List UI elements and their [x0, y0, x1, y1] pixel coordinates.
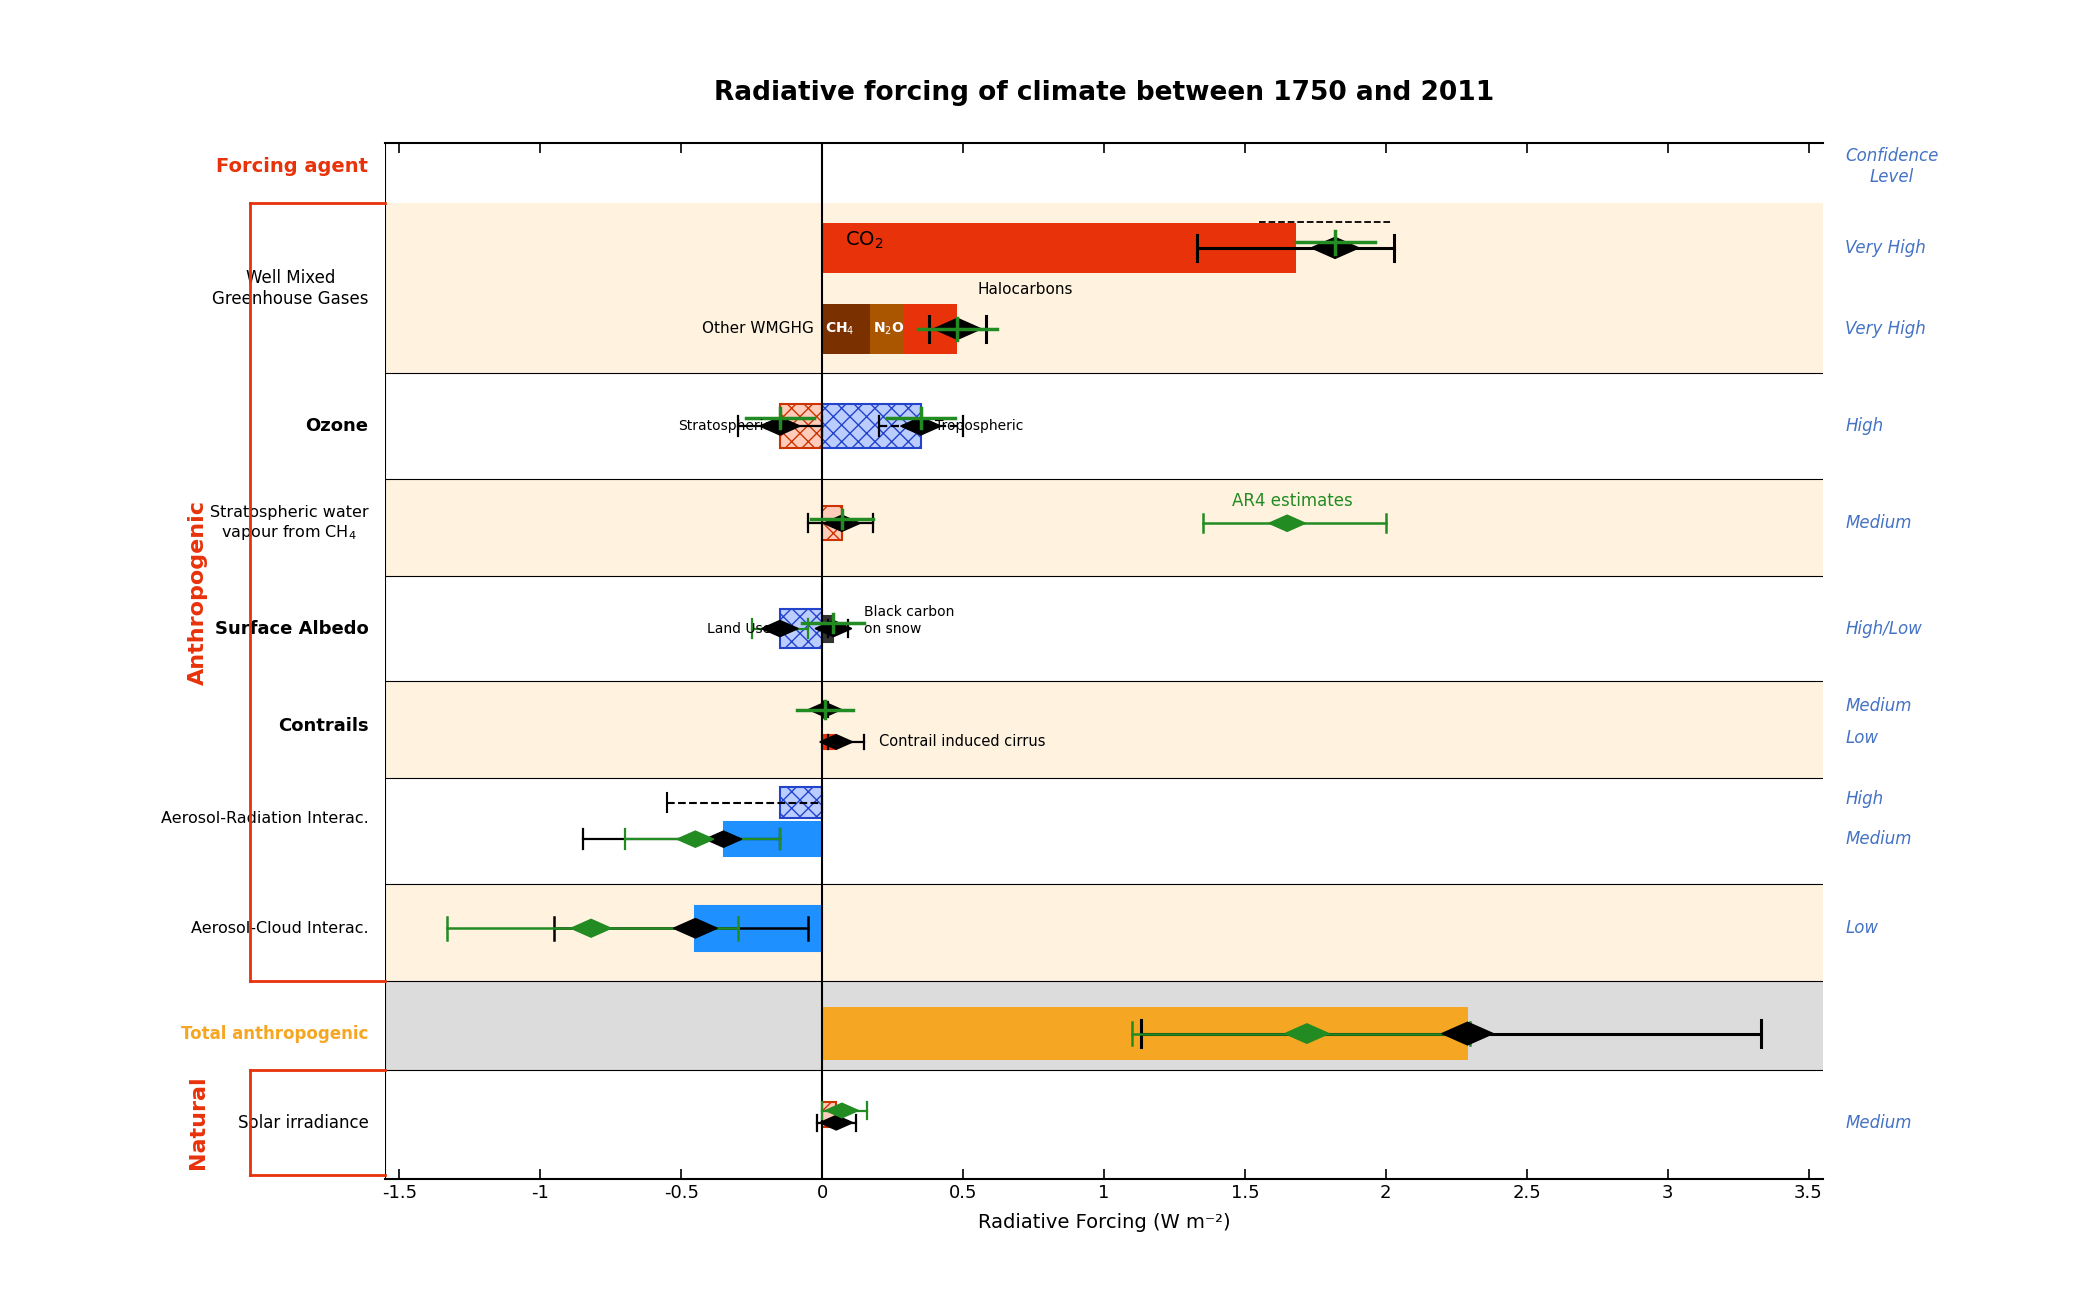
Text: Total anthropogenic: Total anthropogenic [181, 1025, 369, 1042]
Polygon shape [673, 919, 717, 938]
Text: Medium: Medium [1846, 515, 1912, 533]
Polygon shape [706, 831, 742, 848]
Bar [823, 735, 835, 749]
X-axis label: Radiative Forcing (W m⁻²): Radiative Forcing (W m⁻²) [977, 1213, 1231, 1232]
Text: Medium: Medium [1846, 1113, 1912, 1131]
Text: Ozone: Ozone [306, 417, 369, 435]
Polygon shape [814, 621, 852, 636]
Text: Low: Low [1846, 728, 1879, 746]
Text: Anthropogenic: Anthropogenic [187, 500, 208, 684]
Polygon shape [823, 516, 860, 531]
Bar [385, 373, 1823, 478]
Text: Contrails: Contrails [277, 717, 369, 735]
Bar [385, 575, 1823, 682]
Bar [779, 609, 823, 648]
Text: High: High [1846, 417, 1883, 435]
Text: Natural: Natural [187, 1076, 208, 1169]
Bar [823, 303, 871, 354]
Bar [871, 303, 904, 354]
Text: N$_2$O: N$_2$O [873, 320, 904, 337]
Text: Halocarbons: Halocarbons [977, 283, 1073, 298]
Text: Aerosol-Radiation Interac.: Aerosol-Radiation Interac. [160, 811, 369, 827]
Polygon shape [1269, 516, 1306, 531]
Text: Stratospheric water
vapour from CH$_4$: Stratospheric water vapour from CH$_4$ [210, 505, 369, 542]
Text: Confidence
Level: Confidence Level [1846, 148, 1939, 187]
Polygon shape [1285, 1024, 1329, 1043]
Polygon shape [808, 702, 842, 717]
Polygon shape [760, 417, 800, 435]
Text: Forcing agent: Forcing agent [217, 157, 369, 176]
Text: Other WMGHG: Other WMGHG [702, 321, 814, 337]
Polygon shape [933, 319, 981, 340]
Bar [385, 203, 1823, 373]
Bar [385, 884, 1823, 981]
Text: High/Low: High/Low [1846, 619, 1923, 638]
Bar [823, 303, 958, 354]
Text: Very High: Very High [1846, 320, 1927, 338]
Polygon shape [821, 735, 852, 749]
Bar [823, 223, 1296, 273]
Polygon shape [1312, 237, 1358, 258]
Text: Medium: Medium [1846, 696, 1912, 714]
Text: CH$_4$: CH$_4$ [825, 320, 854, 337]
Text: AR4 estimates: AR4 estimates [1233, 491, 1354, 509]
Bar [823, 404, 921, 448]
Bar [823, 507, 842, 540]
Bar [385, 682, 1823, 779]
Bar [779, 404, 823, 448]
Text: Very High: Very High [1846, 238, 1927, 257]
Text: Stratospheric: Stratospheric [679, 419, 771, 433]
Text: Surface Albedo: Surface Albedo [215, 619, 369, 638]
Bar [823, 701, 825, 718]
Polygon shape [677, 831, 714, 848]
Bar [723, 822, 823, 857]
Text: Aerosol-Cloud Interac.: Aerosol-Cloud Interac. [192, 920, 369, 936]
Bar [823, 1103, 835, 1126]
Polygon shape [762, 621, 798, 636]
Text: Low: Low [1846, 919, 1879, 937]
Text: Contrail induced cirrus: Contrail induced cirrus [879, 735, 1046, 749]
Text: Medium: Medium [1846, 831, 1912, 848]
Polygon shape [1441, 1023, 1494, 1045]
Text: Well Mixed
Greenhouse Gases: Well Mixed Greenhouse Gases [212, 270, 369, 307]
Bar [779, 787, 823, 818]
Text: Land Use: Land Use [708, 622, 771, 635]
Text: Black carbon
on snow: Black carbon on snow [864, 605, 954, 635]
Text: Solar irradiance: Solar irradiance [237, 1113, 369, 1131]
Polygon shape [825, 1103, 858, 1117]
Bar [385, 981, 1823, 1070]
Bar [385, 779, 1823, 884]
Polygon shape [821, 1116, 852, 1130]
Text: High: High [1846, 789, 1883, 807]
Bar [823, 616, 833, 642]
Bar [696, 906, 823, 950]
Text: Tropospheric: Tropospheric [935, 419, 1023, 433]
Bar [385, 1070, 1823, 1175]
Text: CO$_2$: CO$_2$ [846, 229, 883, 251]
Bar [385, 478, 1823, 575]
Polygon shape [900, 417, 942, 435]
Polygon shape [571, 919, 610, 937]
Bar [823, 1007, 1469, 1060]
Text: Radiative forcing of climate between 1750 and 2011: Radiative forcing of climate between 175… [714, 80, 1494, 106]
